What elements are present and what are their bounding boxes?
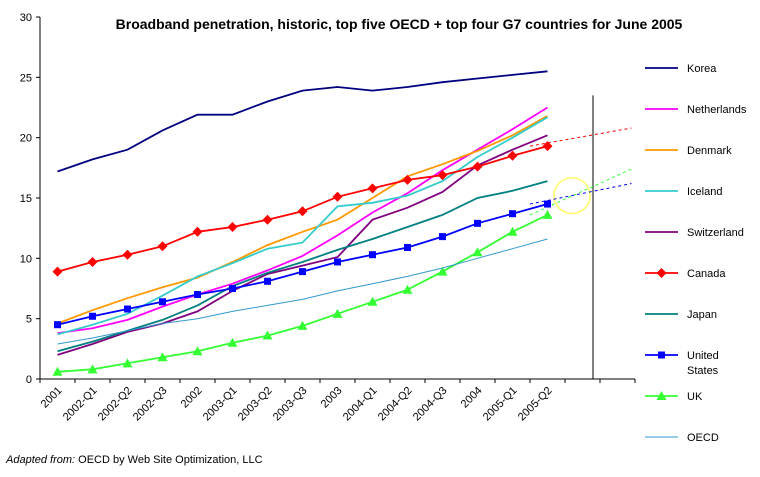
- y-tick-label: 15: [20, 193, 32, 205]
- data-point-marker: [297, 206, 308, 217]
- x-tick-label: 2004-Q1: [341, 385, 380, 424]
- data-point-marker: [544, 200, 551, 208]
- data-point-marker: [542, 209, 553, 219]
- data-point-marker: [402, 284, 413, 294]
- trend-extension-line: [529, 127, 632, 147]
- data-point-marker: [122, 358, 133, 368]
- data-point-marker: [122, 249, 133, 260]
- data-point-marker: [404, 243, 411, 251]
- y-tick-label: 0: [26, 374, 32, 386]
- source-note-text: OECD by Web Site Optimization, LLC: [75, 454, 263, 466]
- data-point-marker: [87, 256, 98, 267]
- legend-label: United States: [687, 350, 719, 377]
- x-tick-label: 2003: [319, 385, 345, 411]
- data-point-marker: [54, 321, 61, 329]
- data-point-marker: [402, 174, 413, 185]
- data-point-marker: [299, 268, 306, 276]
- series-line: [57, 70, 548, 173]
- data-point-marker: [157, 352, 168, 362]
- data-point-marker: [159, 298, 166, 306]
- data-point-marker: [227, 221, 238, 232]
- series-line: [57, 106, 548, 334]
- data-point-marker: [52, 366, 63, 376]
- data-point-marker: [474, 219, 481, 227]
- data-point-marker: [507, 226, 518, 236]
- data-point-marker: [367, 183, 378, 194]
- trend-extension-line: [529, 183, 632, 205]
- legend-label: Korea: [687, 63, 717, 75]
- data-point-marker: [157, 241, 168, 252]
- y-tick-label: 20: [20, 133, 32, 145]
- data-point-marker: [192, 346, 203, 356]
- series-line: [57, 134, 548, 356]
- data-point-marker: [437, 170, 448, 181]
- series-line: [57, 116, 548, 336]
- data-point-marker: [439, 233, 446, 241]
- x-tick-label: 2005-Q2: [516, 385, 555, 424]
- data-point-marker: [229, 285, 236, 292]
- legend-label: OECD: [687, 432, 719, 444]
- data-point-marker: [264, 277, 271, 285]
- x-tick-label: 2002-Q2: [96, 385, 135, 424]
- legend-label: UK: [687, 391, 703, 403]
- data-point-marker: [87, 364, 98, 374]
- legend-label: Denmark: [687, 145, 732, 157]
- data-point-marker: [262, 330, 273, 340]
- x-tick-label: 2003-Q3: [271, 385, 310, 424]
- legend-label: Iceland: [687, 186, 722, 198]
- data-point-marker: [332, 308, 343, 318]
- highlight-circle: [553, 176, 591, 215]
- data-point-marker: [509, 210, 516, 218]
- source-note: Adapted from: OECD by Web Site Optimizat…: [6, 454, 263, 466]
- x-tick-label: 2002-Q1: [61, 385, 100, 424]
- data-point-marker: [192, 226, 203, 237]
- legend-label: Netherlands: [687, 104, 747, 116]
- series-line: [57, 214, 548, 373]
- data-point-marker: [656, 268, 667, 278]
- series-line: [57, 238, 548, 345]
- series-line: [57, 180, 548, 353]
- legend-label: Japan: [687, 309, 717, 321]
- x-tick-label: 2003-Q2: [236, 385, 275, 424]
- y-tick-label: 10: [20, 253, 32, 265]
- data-point-marker: [658, 351, 665, 359]
- data-point-marker: [437, 266, 448, 276]
- data-point-marker: [542, 141, 553, 152]
- legend-label: Canada: [687, 268, 726, 280]
- data-point-marker: [297, 320, 308, 330]
- data-point-marker: [194, 291, 201, 299]
- data-point-marker: [507, 150, 518, 161]
- data-point-marker: [124, 305, 131, 313]
- data-point-marker: [334, 258, 341, 266]
- x-tick-label: 2004-Q2: [376, 385, 415, 424]
- y-tick-label: 30: [20, 12, 32, 24]
- data-point-marker: [369, 251, 376, 259]
- y-tick-label: 25: [20, 72, 32, 84]
- source-note-prefix: Adapted from:: [6, 454, 76, 466]
- x-tick-label: 2003-Q1: [201, 385, 240, 424]
- x-tick-label: 2004-Q3: [411, 385, 450, 424]
- data-point-marker: [656, 391, 667, 400]
- x-tick-label: 2004: [459, 385, 485, 411]
- x-tick-label: 2001: [39, 385, 65, 411]
- y-tick-label: 5: [26, 314, 32, 326]
- data-point-marker: [472, 247, 483, 257]
- data-point-marker: [52, 266, 63, 277]
- series-line: [57, 115, 548, 325]
- data-point-marker: [89, 312, 96, 320]
- legend-label: Switzerland: [687, 227, 744, 239]
- x-tick-label: 2005-Q1: [481, 385, 520, 424]
- x-tick-label: 2002: [179, 385, 205, 411]
- data-point-marker: [227, 337, 238, 347]
- data-point-marker: [262, 214, 273, 225]
- x-tick-label: 2002-Q3: [131, 385, 170, 424]
- chart-title: Broadband penetration, historic, top fiv…: [116, 16, 683, 32]
- data-point-marker: [472, 161, 483, 172]
- data-point-marker: [332, 191, 343, 202]
- trend-extension-line: [529, 168, 632, 216]
- data-point-marker: [367, 296, 378, 306]
